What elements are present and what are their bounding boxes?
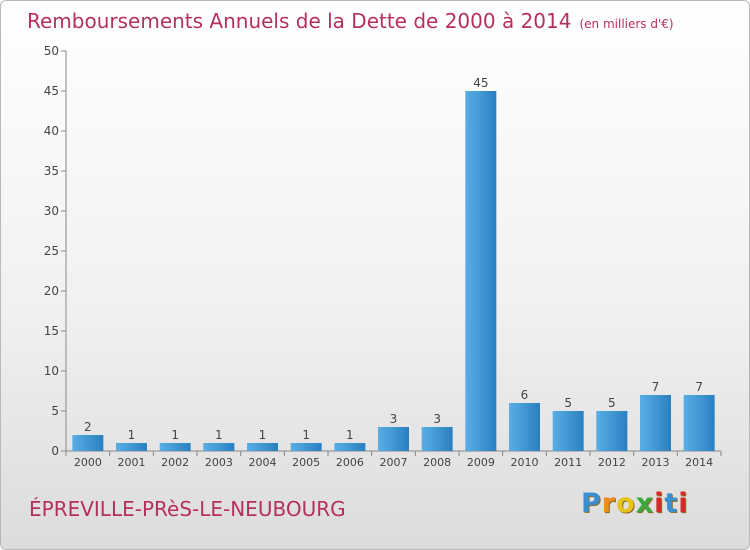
x-tick-label: 2005 xyxy=(292,456,320,469)
bar-value-label: 3 xyxy=(433,412,441,426)
y-tick-label: 15 xyxy=(44,324,59,338)
proxiti-logo: Proxiti xyxy=(581,488,689,519)
logo-letter: t xyxy=(664,488,679,519)
y-tick-label: 20 xyxy=(44,284,59,298)
y-tick-label: 25 xyxy=(44,244,59,258)
chart-title-text: Remboursements Annuels de la Dette de 20… xyxy=(27,9,572,33)
x-tick-label: 2001 xyxy=(118,456,146,469)
y-tick-label: 50 xyxy=(44,44,59,58)
logo-letter: x xyxy=(635,488,655,519)
y-tick-label: 30 xyxy=(44,204,59,218)
x-tick-label: 2009 xyxy=(467,456,495,469)
x-tick-label: 2012 xyxy=(598,456,626,469)
commune-name: ÉPREVILLE-PRèS-LE-NEUBOURG xyxy=(29,497,346,521)
x-tick-label: 2011 xyxy=(554,456,582,469)
logo-letter: r xyxy=(601,488,617,519)
x-tick-label: 2002 xyxy=(161,456,189,469)
y-tick-label: 35 xyxy=(44,164,59,178)
logo-letter: P xyxy=(581,488,602,519)
y-tick-label: 45 xyxy=(44,84,59,98)
bar-value-label: 2 xyxy=(84,420,92,434)
x-tick-label: 2000 xyxy=(74,456,102,469)
y-tick-label: 0 xyxy=(51,444,59,458)
y-tick-label: 10 xyxy=(44,364,59,378)
bar-value-label: 5 xyxy=(608,396,616,410)
bar xyxy=(159,443,191,451)
bar-value-label: 1 xyxy=(171,428,179,442)
x-tick-label: 2013 xyxy=(642,456,670,469)
bar xyxy=(72,435,104,451)
bar xyxy=(116,443,147,451)
bar-value-label: 1 xyxy=(346,428,354,442)
x-tick-label: 2010 xyxy=(511,456,539,469)
x-tick-label: 2003 xyxy=(205,456,233,469)
bar xyxy=(247,443,278,451)
y-tick-label: 5 xyxy=(51,404,59,418)
bar xyxy=(334,443,366,451)
bar-value-label: 7 xyxy=(652,380,660,394)
bar xyxy=(640,395,671,451)
bar-value-label: 5 xyxy=(564,396,572,410)
bar xyxy=(421,427,453,451)
chart-title: Remboursements Annuels de la Dette de 20… xyxy=(27,9,674,33)
x-tick-label: 2006 xyxy=(336,456,364,469)
x-tick-label: 2014 xyxy=(685,456,713,469)
bar xyxy=(596,411,628,451)
bar-value-label: 6 xyxy=(521,388,529,402)
bar-value-label: 3 xyxy=(390,412,398,426)
bar-value-label: 1 xyxy=(128,428,136,442)
bar-value-label: 1 xyxy=(302,428,310,442)
bar-value-label: 1 xyxy=(215,428,223,442)
logo-letter: i xyxy=(654,488,665,519)
bar xyxy=(465,91,497,451)
bar xyxy=(203,443,235,451)
bar xyxy=(683,395,715,451)
logo-letter: o xyxy=(616,488,636,519)
bar xyxy=(290,443,322,451)
x-tick-label: 2007 xyxy=(380,456,408,469)
x-tick-label: 2008 xyxy=(423,456,451,469)
chart-unit: (en milliers d'€) xyxy=(579,17,674,31)
bar xyxy=(552,411,584,451)
y-tick-label: 40 xyxy=(44,124,59,138)
bar-value-label: 1 xyxy=(259,428,267,442)
bar xyxy=(509,403,540,451)
x-tick-label: 2004 xyxy=(249,456,277,469)
bar xyxy=(378,427,409,451)
logo-letter: i xyxy=(678,488,689,519)
bar-value-label: 7 xyxy=(695,380,703,394)
bar-value-label: 45 xyxy=(473,76,488,90)
